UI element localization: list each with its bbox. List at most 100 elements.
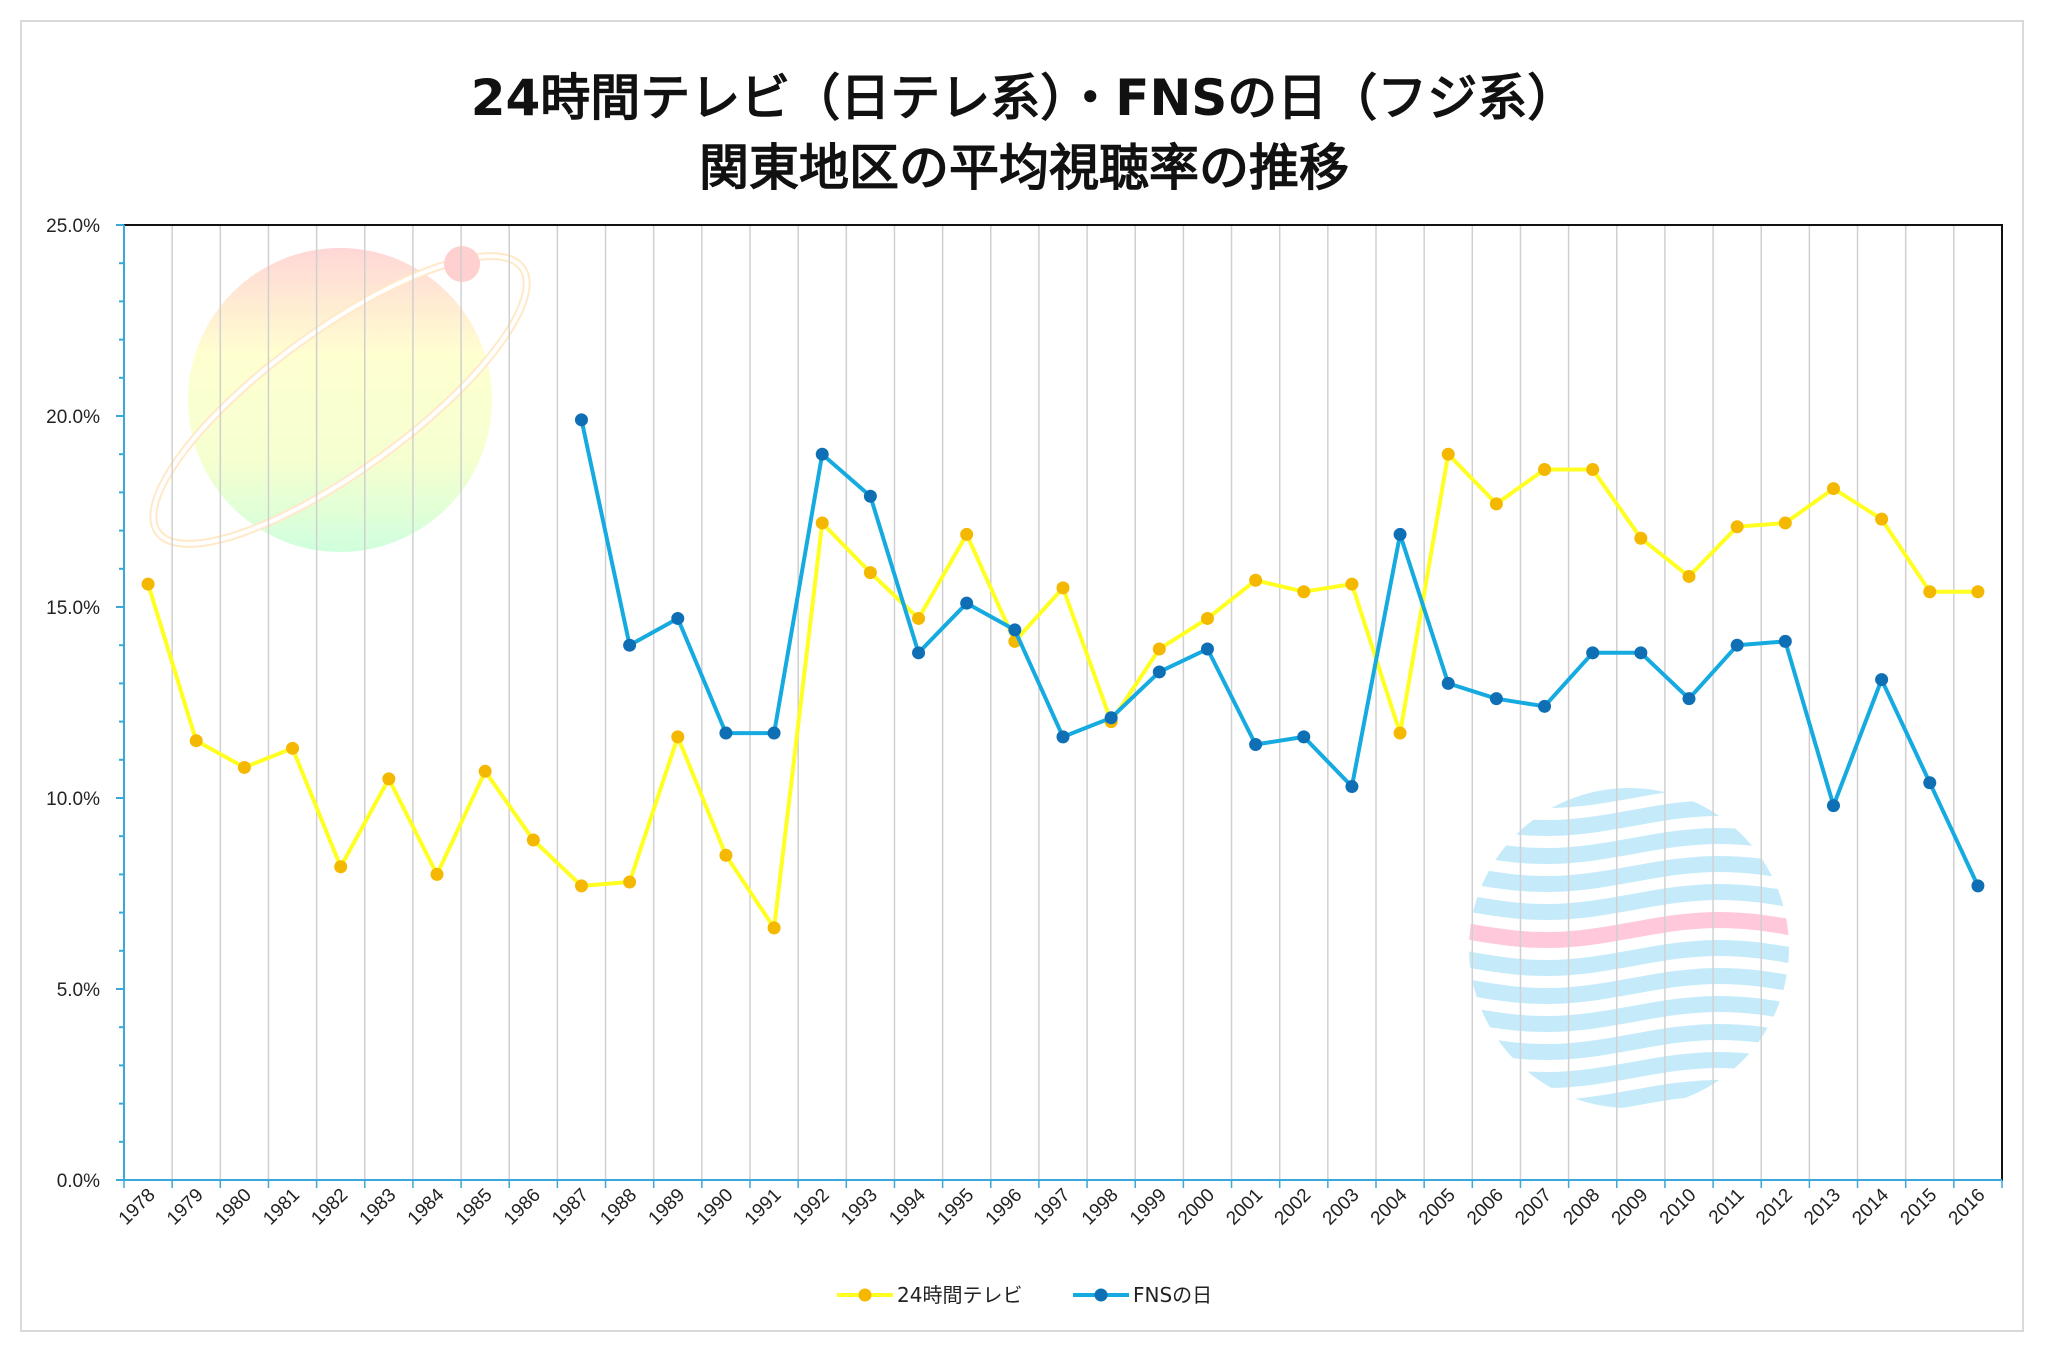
- x-tick-label: 1991: [741, 1185, 786, 1230]
- data-point: [237, 760, 251, 774]
- data-point: [1586, 462, 1600, 476]
- y-tick-label: 15.0%: [46, 598, 100, 619]
- legend-label: FNSの日: [1133, 1283, 1212, 1307]
- data-point: [1393, 527, 1407, 541]
- chart-title-line1: 24時間テレビ（日テレ系）・FNSの日（フジ系）: [470, 69, 1578, 127]
- x-tick-label: 2003: [1319, 1185, 1364, 1230]
- data-point: [912, 611, 926, 625]
- data-point: [1104, 711, 1118, 725]
- x-tick-label: 2016: [1945, 1185, 1990, 1230]
- data-point: [1682, 692, 1696, 706]
- data-point: [671, 730, 685, 744]
- data-point: [1152, 665, 1166, 679]
- data-point: [1875, 673, 1889, 687]
- data-point: [1826, 799, 1840, 813]
- wave-sphere-logo-icon: [1469, 788, 1789, 1108]
- x-tick-label: 1994: [885, 1184, 930, 1229]
- data-point: [1730, 638, 1744, 652]
- data-point: [1297, 730, 1311, 744]
- data-point: [1489, 497, 1503, 511]
- series-2: [574, 413, 1985, 893]
- data-point: [430, 867, 444, 881]
- data-point: [1393, 726, 1407, 740]
- x-tick-label: 1985: [452, 1185, 497, 1230]
- x-tick-label: 2000: [1174, 1185, 1219, 1230]
- x-tick-label: 1986: [500, 1185, 545, 1230]
- data-point: [1297, 585, 1311, 599]
- x-tick-label: 2004: [1367, 1184, 1412, 1229]
- data-point: [767, 726, 781, 740]
- y-tick-label: 25.0%: [46, 216, 100, 237]
- data-point: [815, 516, 829, 530]
- planet-logo-icon: [149, 246, 531, 552]
- x-tick-label: 1980: [211, 1185, 256, 1230]
- data-point: [1200, 611, 1214, 625]
- data-point: [815, 447, 829, 461]
- data-point: [623, 638, 637, 652]
- data-point: [960, 596, 974, 610]
- data-point: [1538, 699, 1552, 713]
- legend-label: 24時間テレビ: [897, 1283, 1022, 1307]
- x-tick-label: 2010: [1656, 1185, 1701, 1230]
- data-point: [1923, 585, 1937, 599]
- data-point: [1586, 646, 1600, 660]
- y-axis: 0.0% 5.0% 10.0% 15.0% 20.0% 25.0%: [46, 216, 125, 1192]
- x-tick-label: 2013: [1800, 1185, 1845, 1230]
- series-1: [141, 447, 1985, 935]
- x-tick-label: 1997: [1030, 1185, 1075, 1230]
- data-point: [1249, 573, 1263, 587]
- x-tick-label: 2008: [1559, 1185, 1604, 1230]
- data-point: [1056, 581, 1070, 595]
- data-point: [1249, 738, 1263, 752]
- x-tick-label: 1992: [789, 1185, 834, 1230]
- data-point: [574, 879, 588, 893]
- x-tick-label: 1979: [163, 1185, 208, 1230]
- data-point: [719, 726, 733, 740]
- x-tick-label: 2009: [1608, 1185, 1653, 1230]
- data-point: [1634, 646, 1648, 660]
- x-tick-label: 1987: [548, 1185, 593, 1230]
- data-point: [719, 848, 733, 862]
- y-tick-label: 0.0%: [57, 1171, 100, 1192]
- data-point: [1971, 585, 1985, 599]
- series-line: [579, 419, 1980, 887]
- data-point: [1489, 692, 1503, 706]
- data-point: [1152, 642, 1166, 656]
- x-tick-label: 1989: [645, 1185, 690, 1230]
- data-point: [286, 741, 300, 755]
- data-point: [912, 646, 926, 660]
- x-tick-label: 2001: [1222, 1185, 1267, 1230]
- data-point: [526, 833, 540, 847]
- chart-title-line2: 関東地区の平均視聴率の推移: [699, 139, 1349, 197]
- y-tick-label: 20.0%: [46, 407, 100, 428]
- series-layer: [141, 413, 1985, 935]
- data-point: [1008, 623, 1022, 637]
- x-tick-label: 2005: [1415, 1185, 1460, 1230]
- x-tick-label: 1981: [259, 1185, 304, 1230]
- data-point: [1441, 447, 1455, 461]
- x-tick-label: 2014: [1848, 1184, 1893, 1229]
- x-tick-label: 2012: [1752, 1185, 1797, 1230]
- data-point: [1826, 482, 1840, 496]
- x-tick-label: 1995: [933, 1185, 978, 1230]
- data-point: [141, 577, 155, 591]
- data-point: [1923, 776, 1937, 790]
- y-tick-label: 5.0%: [57, 980, 100, 1001]
- data-point: [863, 566, 877, 580]
- x-tick-label: 1993: [837, 1185, 882, 1230]
- data-point: [334, 860, 348, 874]
- data-point: [671, 611, 685, 625]
- x-tick-label: 1996: [982, 1185, 1027, 1230]
- data-point: [1730, 520, 1744, 534]
- x-tick-label: 1990: [693, 1185, 738, 1230]
- data-point: [1778, 634, 1792, 648]
- data-point: [478, 764, 492, 778]
- x-tick-label: 2007: [1511, 1185, 1556, 1230]
- data-point: [960, 527, 974, 541]
- data-point: [1875, 512, 1889, 526]
- data-point: [767, 921, 781, 935]
- data-point: [1200, 642, 1214, 656]
- x-tick-label: 2006: [1463, 1185, 1508, 1230]
- data-point: [863, 489, 877, 503]
- x-tick-label: 1984: [404, 1184, 449, 1229]
